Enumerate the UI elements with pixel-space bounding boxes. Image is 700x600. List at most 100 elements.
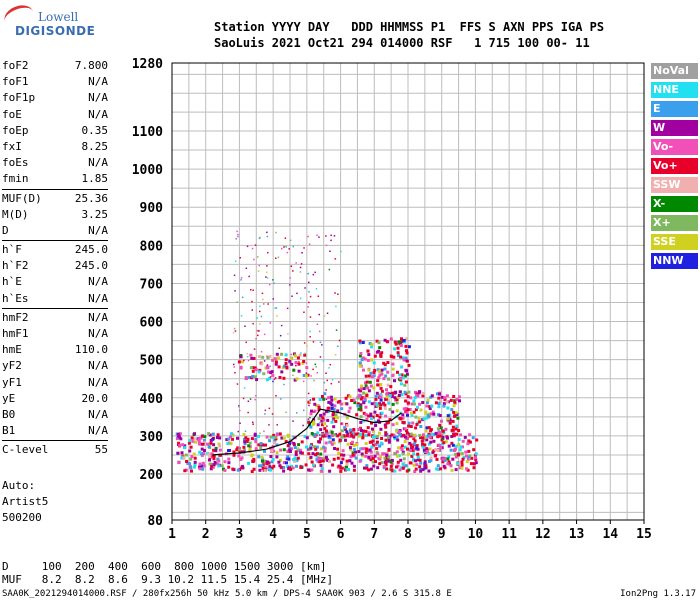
echo-point bbox=[187, 441, 191, 445]
echo-point bbox=[330, 430, 334, 434]
echo-point bbox=[300, 451, 304, 455]
echo-point bbox=[319, 457, 323, 461]
echo-point bbox=[309, 446, 313, 450]
echo-point bbox=[176, 432, 180, 436]
echo-point bbox=[316, 431, 320, 435]
echo-point bbox=[206, 442, 210, 446]
param-value: N/A bbox=[88, 310, 108, 324]
echo-point bbox=[312, 397, 316, 401]
echo-point bbox=[266, 356, 270, 360]
echo-point bbox=[352, 398, 356, 402]
echo-point bbox=[260, 464, 264, 468]
param-row: yF2 N/A bbox=[2, 358, 108, 374]
echo-point bbox=[198, 465, 201, 469]
echo-point bbox=[388, 434, 392, 438]
echo-point bbox=[418, 467, 422, 471]
echo-point bbox=[391, 423, 395, 427]
echo-point bbox=[290, 464, 293, 468]
echo-point bbox=[249, 366, 253, 370]
echo-point bbox=[367, 468, 371, 472]
echo-point bbox=[469, 462, 473, 466]
param-value: N/A bbox=[88, 107, 108, 121]
echo-point bbox=[252, 289, 254, 291]
echo-point bbox=[283, 246, 285, 248]
echo-point bbox=[184, 453, 188, 457]
echo-point bbox=[225, 438, 229, 442]
echo-point bbox=[318, 421, 321, 424]
echo-point bbox=[449, 398, 453, 402]
echo-point bbox=[474, 456, 477, 460]
echo-point bbox=[456, 461, 460, 465]
echo-point bbox=[386, 361, 390, 364]
echo-point bbox=[436, 468, 440, 472]
echo-point bbox=[330, 239, 332, 242]
echo-point bbox=[454, 444, 458, 448]
echo-point bbox=[346, 432, 350, 436]
echo-point bbox=[272, 464, 276, 468]
echo-point bbox=[323, 315, 326, 317]
echo-point bbox=[407, 452, 410, 456]
echo-point bbox=[350, 433, 354, 437]
echo-point bbox=[404, 407, 408, 410]
echo-point bbox=[360, 358, 364, 362]
echo-point bbox=[409, 425, 413, 428]
echo-point bbox=[241, 466, 245, 470]
echo-point bbox=[428, 405, 432, 409]
echo-point bbox=[358, 341, 362, 345]
echo-point bbox=[318, 398, 322, 401]
echo-point bbox=[312, 445, 316, 449]
echo-point bbox=[402, 421, 406, 425]
echo-point bbox=[286, 251, 289, 254]
echo-point bbox=[418, 458, 422, 462]
echo-point bbox=[442, 404, 446, 408]
echo-point bbox=[319, 428, 323, 432]
x-tick-label: 8 bbox=[404, 527, 412, 542]
echo-point bbox=[261, 355, 265, 359]
echo-point bbox=[251, 247, 254, 250]
auto-line3: 500200 bbox=[2, 511, 42, 524]
echo-point bbox=[275, 443, 279, 447]
echo-point bbox=[328, 436, 332, 440]
y-tick-label: 400 bbox=[140, 392, 164, 407]
echo-point bbox=[397, 446, 401, 450]
echo-point bbox=[409, 449, 413, 453]
param-value: N/A bbox=[88, 424, 108, 438]
echo-point bbox=[192, 437, 196, 441]
echo-point bbox=[288, 359, 292, 363]
echo-point bbox=[253, 432, 257, 436]
echo-point bbox=[417, 417, 421, 421]
echo-point bbox=[233, 363, 235, 366]
echo-point bbox=[285, 411, 287, 414]
echo-point bbox=[214, 449, 218, 453]
echo-point bbox=[379, 370, 383, 374]
echo-point bbox=[379, 427, 383, 431]
echo-point bbox=[282, 448, 286, 452]
echo-point bbox=[370, 345, 374, 349]
echo-point bbox=[410, 402, 414, 406]
echo-point bbox=[306, 345, 308, 347]
echo-point bbox=[263, 469, 267, 473]
echo-point bbox=[340, 453, 343, 457]
echo-point bbox=[356, 402, 360, 406]
echo-point bbox=[436, 449, 440, 452]
echo-point bbox=[415, 463, 419, 467]
echo-point bbox=[197, 439, 201, 443]
echo-point bbox=[379, 383, 383, 386]
echo-point bbox=[253, 366, 257, 370]
echo-point bbox=[307, 452, 311, 456]
echo-point bbox=[364, 413, 368, 417]
echo-point bbox=[364, 442, 368, 445]
echo-point bbox=[233, 327, 236, 330]
echo-point bbox=[379, 353, 383, 356]
echo-point bbox=[336, 456, 340, 460]
echo-point bbox=[403, 390, 407, 394]
echo-point bbox=[402, 465, 406, 469]
echo-point bbox=[316, 459, 320, 463]
echo-point bbox=[428, 447, 432, 451]
echo-point bbox=[421, 468, 425, 472]
echo-point bbox=[403, 427, 407, 431]
echo-point bbox=[366, 359, 370, 362]
echo-point bbox=[354, 450, 357, 454]
echo-point bbox=[370, 417, 373, 420]
echo-point bbox=[258, 237, 261, 240]
